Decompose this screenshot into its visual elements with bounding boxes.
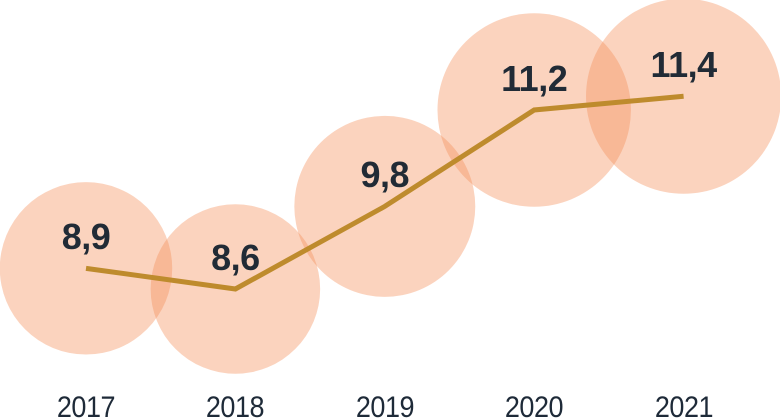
value-label-2017: 8,9: [61, 216, 111, 258]
year-label-2018: 2018: [206, 391, 265, 419]
value-label-2021: 11,4: [650, 44, 718, 86]
value-label-2019: 9,8: [360, 154, 410, 196]
year-label-2020: 2020: [505, 391, 564, 419]
value-label-2020: 11,2: [501, 57, 568, 99]
trend-line: [85, 93, 684, 292]
year-label-2021: 2021: [654, 391, 713, 419]
year-label-2017: 2017: [56, 391, 116, 419]
year-label-2019: 2019: [355, 391, 415, 419]
value-label-2018: 8,6: [211, 237, 260, 278]
